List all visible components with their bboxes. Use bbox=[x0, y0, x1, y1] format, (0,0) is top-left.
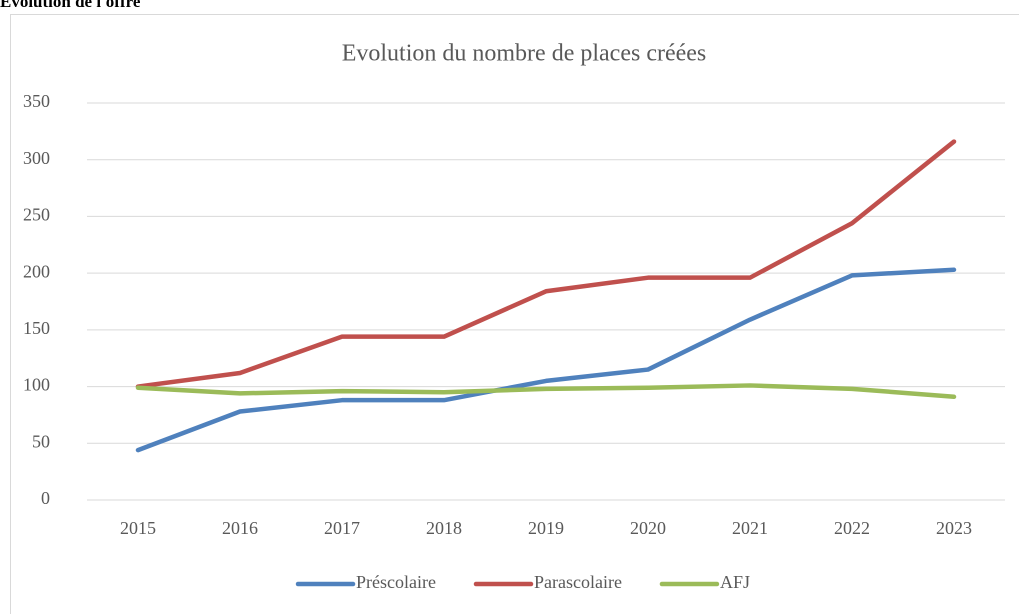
x-tick-label: 2016 bbox=[222, 518, 258, 538]
legend-label: Parascolaire bbox=[534, 572, 622, 592]
x-tick-label: 2017 bbox=[324, 518, 360, 538]
y-tick-label: 350 bbox=[23, 91, 50, 111]
chart-title: Evolution du nombre de places créées bbox=[342, 41, 707, 67]
y-tick-label: 100 bbox=[23, 375, 50, 395]
heading: Evolution de l'offre bbox=[0, 0, 141, 11]
legend-label: AFJ bbox=[720, 572, 750, 592]
x-tick-label: 2022 bbox=[834, 518, 870, 538]
x-tick-label: 2018 bbox=[426, 518, 462, 538]
x-tick-label: 2015 bbox=[120, 518, 156, 538]
y-tick-label: 50 bbox=[32, 431, 50, 451]
series-line bbox=[135, 383, 957, 400]
y-tick-label: 250 bbox=[23, 205, 50, 225]
x-tick-label: 2023 bbox=[936, 518, 972, 538]
series-line bbox=[135, 139, 957, 389]
legend-label: Préscolaire bbox=[356, 572, 436, 592]
series-line bbox=[135, 267, 957, 453]
y-tick-label: 0 bbox=[41, 488, 50, 508]
x-tick-label: 2021 bbox=[732, 518, 768, 538]
x-tick-label: 2020 bbox=[630, 518, 666, 538]
y-tick-label: 300 bbox=[23, 148, 50, 168]
x-tick-label: 2019 bbox=[528, 518, 564, 538]
chart-border bbox=[10, 14, 1019, 614]
y-tick-label: 150 bbox=[23, 318, 50, 338]
y-tick-label: 200 bbox=[23, 261, 50, 281]
